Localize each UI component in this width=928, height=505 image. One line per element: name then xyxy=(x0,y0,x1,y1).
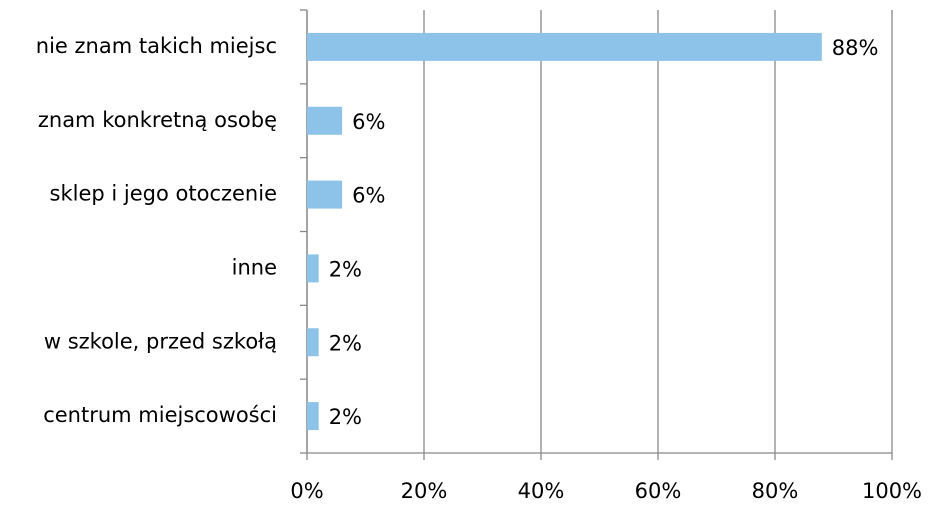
y-tick-label: sklep i jego otoczenie xyxy=(50,182,277,206)
bar xyxy=(307,254,319,283)
y-tick-label: w szkole, przed szkołą xyxy=(44,329,277,353)
y-tick-label: znam konkretną osobę xyxy=(38,108,277,132)
x-tick-label: 20% xyxy=(401,479,448,503)
bar xyxy=(307,328,319,357)
x-tick-label: 40% xyxy=(518,479,565,503)
x-tick-label: 60% xyxy=(635,479,682,503)
value-label: 2% xyxy=(329,257,362,281)
value-label: 88% xyxy=(832,36,879,60)
x-tick-label: 100% xyxy=(862,479,922,503)
value-label: 2% xyxy=(329,405,362,429)
bar xyxy=(307,180,343,209)
x-tick-label: 80% xyxy=(752,479,799,503)
x-tick-label: 0% xyxy=(290,479,323,503)
bar xyxy=(307,32,822,61)
value-label: 2% xyxy=(329,331,362,355)
y-tick-label: nie znam takich miejsc xyxy=(36,34,277,58)
bar xyxy=(307,402,319,431)
bar xyxy=(307,106,343,135)
y-tick-label: inne xyxy=(232,255,277,279)
y-tick-label: centrum miejscowości xyxy=(43,403,277,427)
value-label: 6% xyxy=(352,110,385,134)
value-label: 6% xyxy=(352,184,385,208)
